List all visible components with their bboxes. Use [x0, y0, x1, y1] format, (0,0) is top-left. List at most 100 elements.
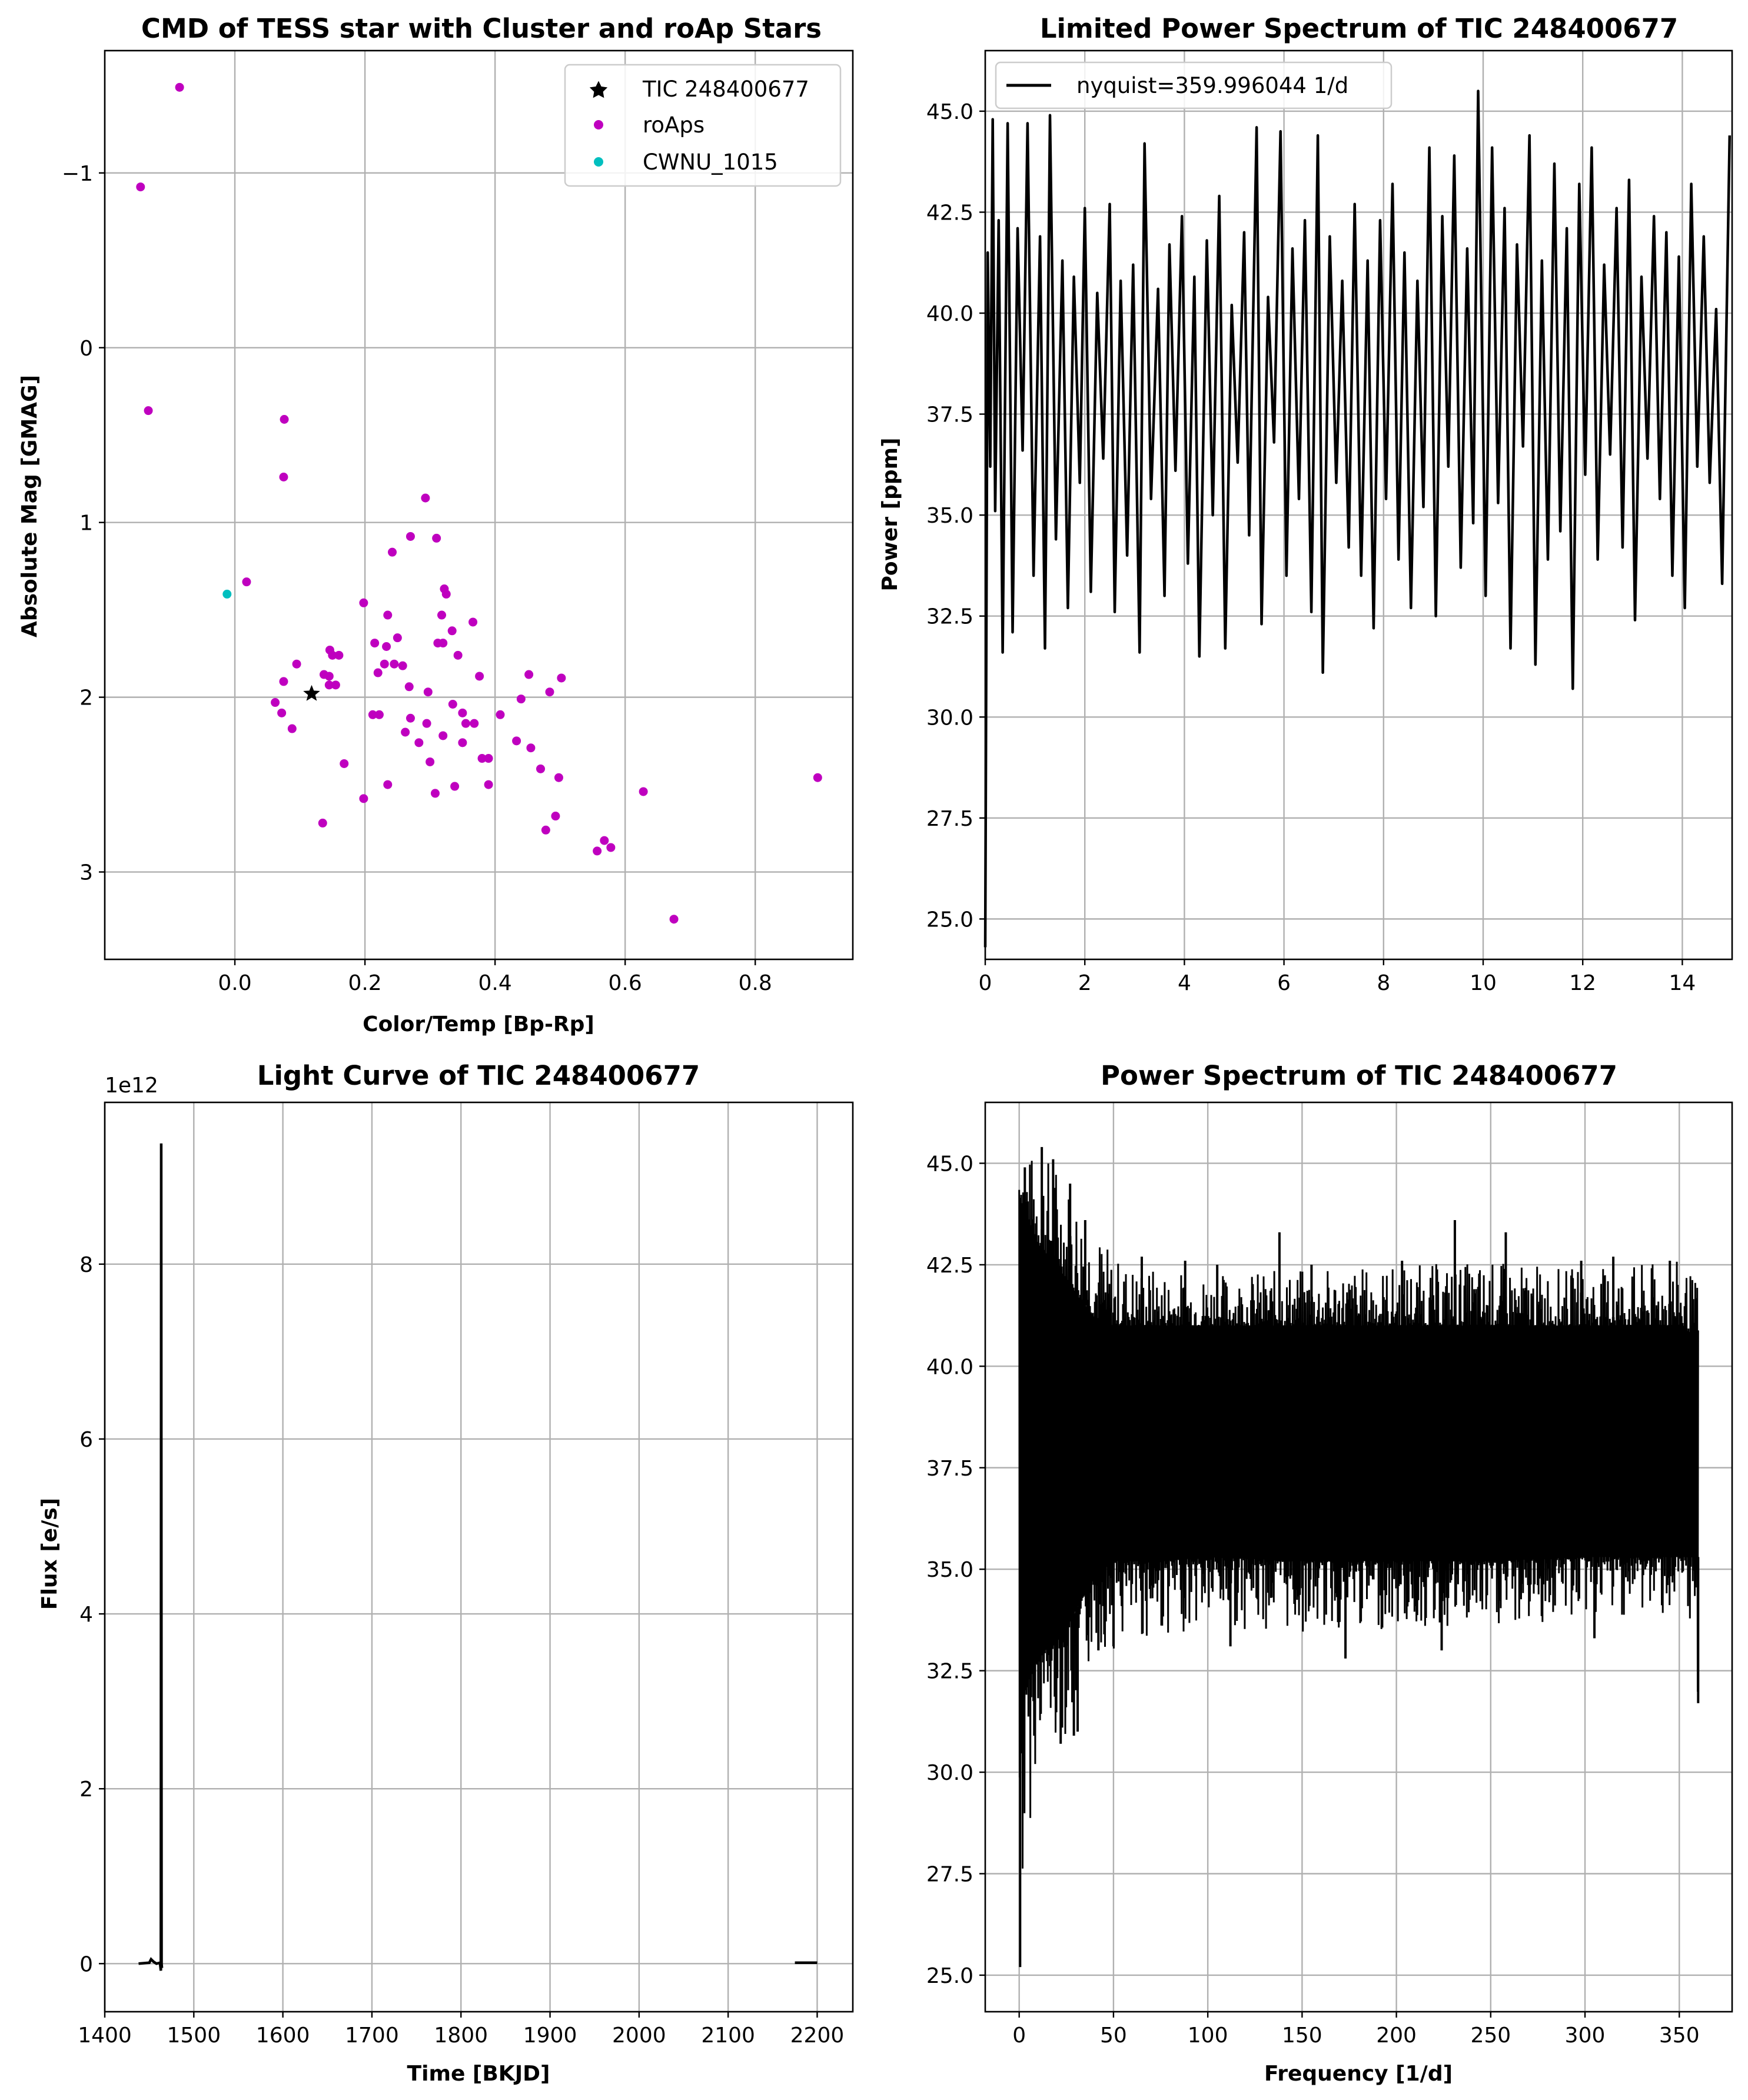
x-tick-label: 200 [1376, 2023, 1417, 2048]
legend-label-roaps: roAps [643, 112, 704, 138]
light-curve-axes-frame [104, 1101, 854, 2013]
legend-star-marker [589, 81, 608, 98]
roap-point [438, 639, 448, 648]
roap-point [496, 710, 505, 719]
roap-point [421, 493, 430, 503]
power-spectrum-ticks: 0 50 100 150 200 250 300 350 25.0 27.5 30.0 32.5 35.… [926, 1152, 1700, 2048]
x-tick-label: 100 [1188, 2023, 1228, 2048]
y-tick-label: 30.0 [926, 1761, 973, 1785]
roap-point [432, 533, 441, 543]
cluster-point [222, 589, 232, 599]
light-curve-panel: Light Curve of TIC 248400677 1e12 1400 15… [38, 1060, 854, 2086]
roap-point [280, 415, 289, 424]
y-tick-label: 45.0 [926, 100, 973, 124]
roap-point [512, 736, 521, 746]
roap-point [606, 843, 616, 852]
roap-point [448, 699, 457, 709]
limited-spectrum-axes-frame [984, 49, 1733, 961]
power-spectrum-axes-frame [984, 1101, 1733, 2013]
x-tick-label: 350 [1659, 2023, 1700, 2048]
tess-star-point [303, 685, 320, 701]
limited-spectrum-line [983, 89, 1732, 948]
y-tick-label: 35.0 [926, 504, 973, 528]
roap-point [380, 659, 389, 669]
roap-point [406, 713, 415, 723]
roap-point [359, 794, 368, 803]
y-tick-label: −1 [62, 162, 93, 186]
cmd-axes-frame [104, 49, 854, 961]
roap-point [524, 670, 534, 679]
roap-point [545, 687, 554, 697]
limited-spectrum-panel: Limited Power Spectrum of TIC 248400677 … [878, 13, 1733, 995]
roap-point [359, 598, 368, 607]
x-tick-label: 1600 [256, 2023, 310, 2048]
roap-point [453, 650, 463, 660]
x-tick-label: 14 [1669, 971, 1696, 995]
power-spectrum-line [1018, 1147, 1700, 1968]
y-tick-label: 37.5 [926, 403, 973, 427]
light-curve-x-axis-label: Time [BKJD] [407, 2062, 550, 2086]
y-tick-label: 35.0 [926, 1558, 973, 1582]
roap-point [551, 812, 560, 821]
roap-point [458, 738, 467, 747]
power-spectrum-x-axis-label: Frequency [1/d] [1264, 2062, 1453, 2086]
cmd-legend: TIC 248400677 roAps CWNU_1015 [564, 64, 842, 187]
roap-point [468, 617, 478, 627]
y-tick-label: 2 [79, 686, 93, 710]
roap-point [447, 626, 457, 636]
roap-point [277, 708, 287, 717]
roap-point [458, 708, 467, 717]
roap-point [426, 757, 435, 766]
roap-point [536, 764, 545, 773]
roap-point [334, 650, 344, 660]
limited-spectrum-ticks: 0 2 4 6 8 10 12 14 25.0 27.5 30.0 32.5 35.0 37.5 40.0 4… [926, 100, 1696, 995]
cmd-panel: CMD of TESS star with Cluster and roAp S… [18, 13, 854, 1036]
x-tick-label: 0.0 [218, 971, 251, 995]
roap-point [593, 846, 602, 856]
roap-point [406, 531, 415, 541]
roap-point [669, 915, 679, 924]
y-tick-label: 6 [79, 1428, 93, 1452]
roap-point [639, 787, 648, 796]
roap-point [368, 710, 377, 719]
roap-point [383, 610, 393, 620]
roap-point [477, 754, 487, 763]
roap-point [404, 682, 414, 692]
roap-point [484, 754, 493, 763]
roap-point [292, 659, 301, 669]
y-tick-label: 25.0 [926, 1964, 973, 1988]
light-curve-line [138, 1143, 817, 1971]
x-tick-label: 2 [1078, 971, 1092, 995]
roap-point [279, 472, 288, 481]
y-tick-label: 25.0 [926, 908, 973, 932]
legend-label-cluster: CWNU_1015 [643, 149, 778, 175]
y-tick-label: 0 [79, 1952, 93, 1976]
x-tick-label: 10 [1470, 971, 1497, 995]
roap-point [516, 695, 526, 704]
x-tick-label: 0.6 [609, 971, 642, 995]
legend-label-nyquist: nyquist=359.996044 1/d [1076, 73, 1348, 98]
x-tick-label: 8 [1377, 971, 1390, 995]
roap-point [398, 661, 407, 670]
cmd-x-axis-label: Color/Temp [Bp-Rp] [363, 1012, 594, 1036]
x-tick-label: 0 [1012, 2023, 1026, 2048]
roap-point [324, 680, 334, 690]
cmd-title: CMD of TESS star with Cluster and roAp S… [141, 13, 822, 44]
y-tick-label: 27.5 [926, 807, 973, 831]
roap-point [340, 759, 349, 768]
y-tick-label: 27.5 [926, 1862, 973, 1886]
roap-point [414, 738, 424, 747]
roap-point [470, 719, 479, 728]
roap-point [370, 639, 380, 648]
roap-point [484, 780, 493, 789]
x-tick-label: 0.2 [348, 971, 381, 995]
x-tick-label: 250 [1470, 2023, 1511, 2048]
roap-point [328, 650, 337, 660]
x-tick-label: 1700 [345, 2023, 399, 2048]
roap-point [136, 182, 145, 192]
roap-point [437, 610, 447, 620]
power-spectrum-title: Power Spectrum of TIC 248400677 [1101, 1060, 1617, 1091]
limited-spectrum-legend-box [995, 61, 1393, 109]
limited-spectrum-series-line [983, 89, 1732, 948]
